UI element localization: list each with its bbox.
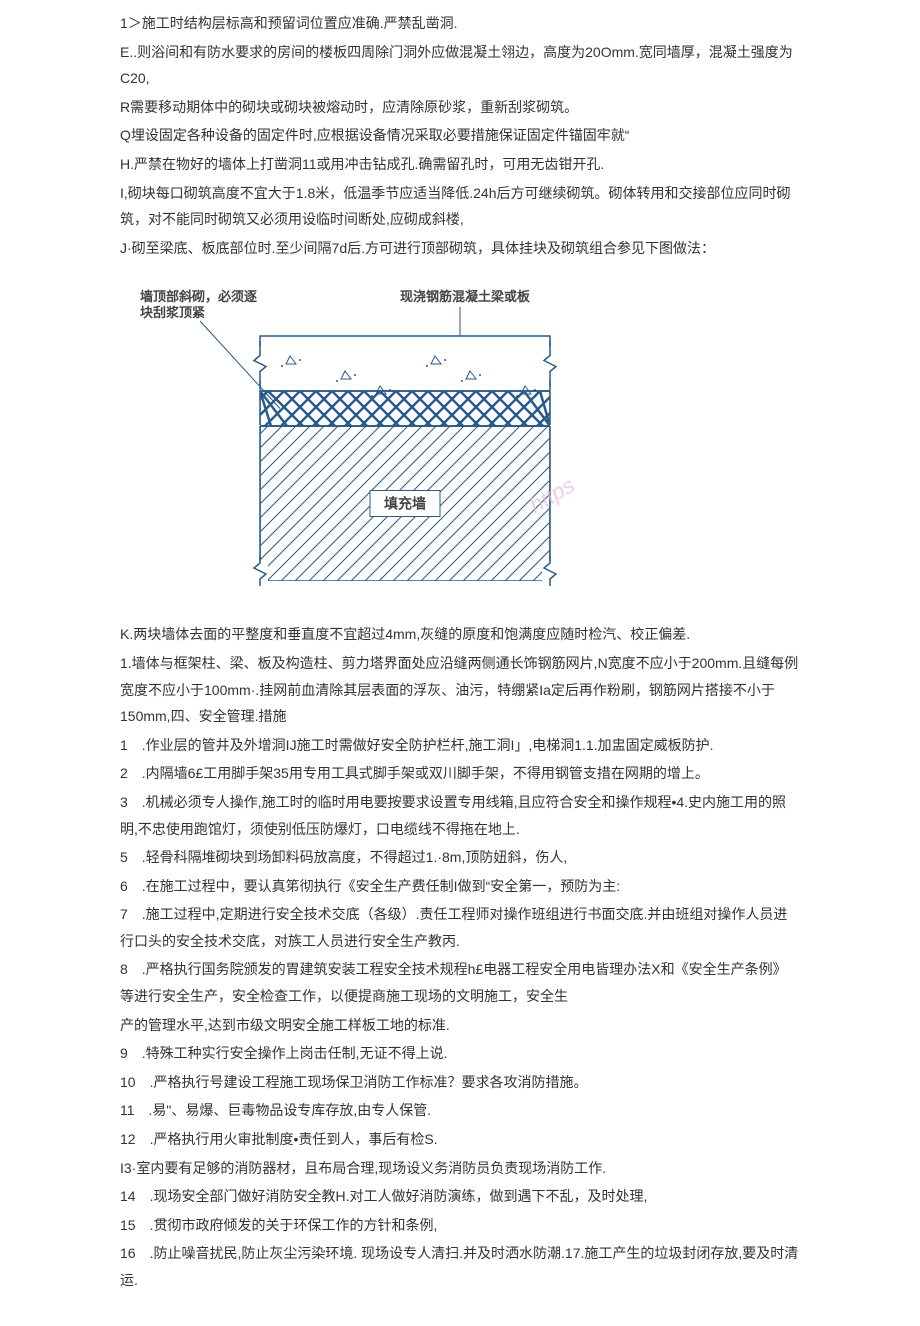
paragraph-top-1: E..则浴间和有防水要求的房间的楼板四周除门洞外应做混凝土翎边，高度为20Omm…	[120, 39, 800, 92]
paragraph-top-6: J·砌至梁底、板底部位时.至少间隔7d后.方可进行顶部砌筑，具体挂块及砌筑组合参…	[120, 235, 800, 262]
paragraph-top-0: 1＞施工时结构层标高和预留词位置应准确.严禁乱凿洞.	[120, 10, 800, 37]
paragraph-top-3: Q埋设固定各种设备的固定件时,应根据设备情况采取必要措施保证固定件锚固牢就“	[120, 122, 800, 149]
paragraph-bottom-3: 2 .内隔墙6£工用脚手架35用专用工具式脚手架或双川脚手架，不得用钢管支措在网…	[120, 760, 800, 787]
paragraph-bottom-14: I3·室内要有足够的消防器材，且布局合理,现场设义务消防员负责现场消防工作.	[120, 1155, 800, 1182]
paragraph-bottom-15: 14 .现场安全部门做好消防安全教H.对工人做好消防演练，做到遇下不乱，及时处理…	[120, 1183, 800, 1210]
paragraph-bottom-0: K.两块墙体去面的平整度和垂直度不宜超过4mm,灰缝的原度和饱满度应随时检汽、校…	[120, 621, 800, 648]
svg-text:填充墙: 填充墙	[384, 496, 426, 513]
paragraph-top-5: I,砌块每口砌筑高度不宜大于1.8米，低温季节应适当降低.24h后方可继续砌筑。…	[120, 180, 800, 233]
paragraph-bottom-2: 1 .作业层的管井及外增洞IJ施工时需做好安全防护栏杆,施工洞I」,电梯洞1.1…	[120, 732, 800, 759]
paragraph-bottom-7: 7 .施工过程中,定期进行安全技术交底（各级）.责任工程师对操作班组进行书面交底…	[120, 901, 800, 954]
svg-text:墙顶部斜砌，必须逐: 墙顶部斜砌，必须逐	[140, 289, 257, 304]
paragraph-bottom-12: 11 .易"、易爆、巨毒物品设专库存放,由专人保管.	[120, 1097, 800, 1124]
paragraph-bottom-10: 9 .特殊工种实行安全操作上岗击任制,无证不得上说.	[120, 1040, 800, 1067]
paragraph-bottom-13: 12 .严格执行用火审批制度•责任到人，事后有检S.	[120, 1126, 800, 1153]
paragraph-top-2: R需要移动期体中的砌块或砌块被熔动时，应清除原砂浆，重新刮浆砌筑。	[120, 94, 800, 121]
svg-text:块刮浆顶紧: 块刮浆顶紧	[140, 305, 205, 320]
paragraph-bottom-8: 8 .严格执行国务院颁发的胃建筑安装工程安全技术规程h£电器工程安全用电皆理办法…	[120, 956, 800, 1009]
paragraph-bottom-9: 产的管理水平,达到市级文明安全施工样板工地的标准.	[120, 1012, 800, 1039]
paragraph-bottom-4: 3 .机械必须专人操作,施工时的临时用电要按要求设置专用线箱,且应符合安全和操作…	[120, 789, 800, 842]
paragraph-bottom-11: 10 .严格执行号建设工程施工现场保卫消防工作标准？要求各攻消防措施。	[120, 1069, 800, 1096]
paragraph-bottom-17: 16 .防止噪音扰民,防止灰尘污染环境. 现场设专人清扫.并及时洒水防潮.17.…	[120, 1240, 800, 1293]
paragraph-top-4: H.严禁在物好的墙体上打凿洞11或用冲击钻成孔.确需留孔时，可用无齿钳开孔.	[120, 151, 800, 178]
paragraph-bottom-6: 6 .在施工过程中，要认真笫彻执行《安全生产费任制I做到“安全第一，预防为主:	[120, 873, 800, 900]
paragraph-bottom-5: 5 .轻骨科隔堆砌块到场卸料码放高度，不得超过1.·8m,顶防妞斜，伤人,	[120, 844, 800, 871]
construction-diagram: 墙顶部斜砌，必须逐块刮浆顶紧现浇钢筋混凝土梁或板填充墙https	[130, 281, 800, 601]
svg-text:现浇钢筋混凝土梁或板: 现浇钢筋混凝土梁或板	[400, 289, 531, 304]
paragraph-bottom-1: 1.墙体与框架柱、梁、板及构造柱、剪力塔界面处应沿缝两侧通长饰钢筋网片,N宽度不…	[120, 650, 800, 730]
paragraph-bottom-16: 15 .贯彻市政府倾发的关于环保工作的方针和条例,	[120, 1212, 800, 1239]
